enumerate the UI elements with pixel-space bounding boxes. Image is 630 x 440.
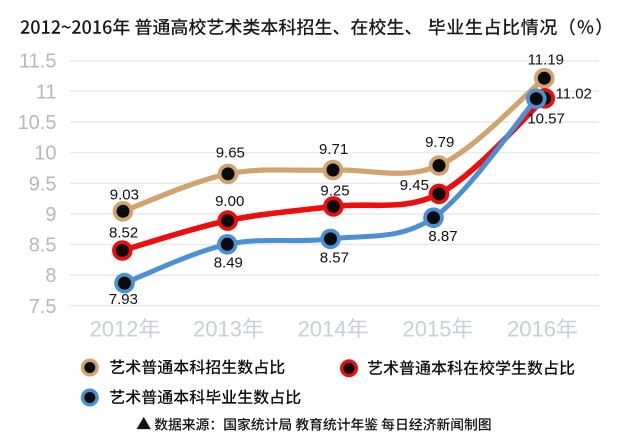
svg-text:2016: 2016 [507,317,556,342]
svg-text:7.5: 7.5 [29,296,57,318]
svg-text:9.65: 9.65 [216,144,245,161]
svg-text:2014: 2014 [298,317,347,342]
svg-text:8: 8 [45,265,56,287]
svg-text:9.00: 9.00 [215,193,244,210]
svg-text:2015: 2015 [403,317,452,342]
svg-text:9.45: 9.45 [400,177,429,194]
svg-text:9.03: 9.03 [110,186,139,203]
svg-text:9.5: 9.5 [29,173,57,195]
svg-text:2012: 2012 [90,317,139,342]
svg-text:10: 10 [34,143,56,165]
svg-text:7.93: 7.93 [109,291,138,308]
svg-text:8.57: 8.57 [320,250,349,267]
svg-text:9: 9 [45,204,56,226]
svg-text:9.79: 9.79 [425,134,454,151]
svg-text:10.5: 10.5 [18,112,57,134]
svg-text:11.19: 11.19 [528,51,564,68]
svg-text:9.25: 9.25 [320,182,349,199]
svg-text:8.87: 8.87 [428,228,457,245]
svg-text:8.5: 8.5 [29,235,57,257]
svg-text:11.02: 11.02 [555,86,591,103]
svg-text:11: 11 [36,81,57,103]
svg-text:8.49: 8.49 [214,254,243,271]
svg-text:11.5: 11.5 [19,51,56,73]
svg-text:10.57: 10.57 [527,110,565,127]
svg-text:8.52: 8.52 [109,225,138,242]
svg-text:9.71: 9.71 [319,141,348,158]
svg-text:2013: 2013 [193,317,242,342]
